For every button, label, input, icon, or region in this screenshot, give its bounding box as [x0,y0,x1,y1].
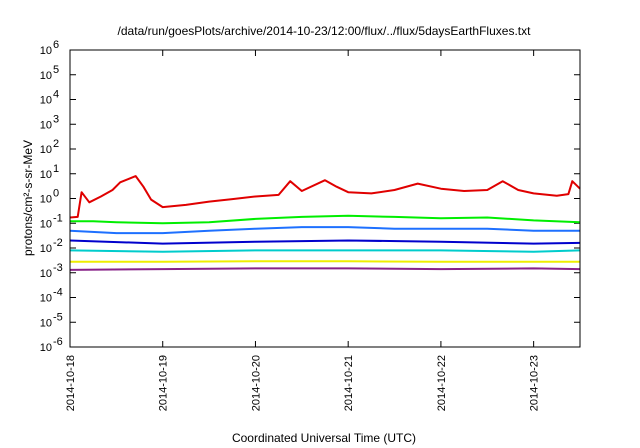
y-tick-base: 10 [40,95,52,107]
x-tick-label: 2014-10-19 [158,355,170,411]
y-tick-exponent: -5 [53,311,63,323]
y-axis-label: protons/cm²-s-sr-MeV [21,140,35,256]
y-tick-exponent: -4 [53,287,63,299]
y-tick-exponent: 0 [53,188,59,200]
chart-title: /data/run/goesPlots/archive/2014-10-23/1… [118,24,532,38]
series-line-0 [69,175,581,219]
x-axis-label: Coordinated Universal Time (UTC) [232,431,416,445]
y-tick-base: 10 [40,218,52,230]
y-tick-exponent: -6 [53,336,63,348]
x-axis-ticks: 2014-10-18 2014-10-19 2014-10-20 2014-10-21… [65,50,541,411]
x-tick-label: 2014-10-18 [65,355,77,411]
y-tick-label: 10 [40,293,52,305]
y-tick-label: 10 [40,342,52,354]
y-tick-label: 10 [40,268,52,280]
series-line-2 [69,226,580,235]
y-tick-base: 10 [40,317,52,329]
x-tick-label: 2014-10-22 [436,355,448,411]
y-tick-exponent: 2 [53,138,59,150]
y-tick-label: 10 [40,317,52,329]
y-tick-base: 10 [40,342,52,354]
x-tick-label: 2014-10-23 [529,355,541,411]
y-tick-label: 10 [40,144,52,156]
y-tick-label: 10 [40,243,52,255]
y-tick-exponent: 5 [53,64,59,76]
series-layer [69,175,581,271]
y-tick-base: 10 [40,144,52,156]
y-tick-base: 10 [40,45,52,57]
y-tick-base: 10 [40,293,52,305]
y-tick-base: 10 [40,169,52,181]
series-line-3 [69,239,581,245]
series-line-1 [70,214,581,225]
y-tick-exponent: -2 [53,237,63,249]
y-tick-exponent: 6 [53,39,59,51]
series-line-6 [69,267,581,271]
series-line-4 [69,249,581,253]
y-tick-base: 10 [40,268,52,280]
y-tick-label: 10 [40,95,52,107]
y-tick-exponent: -3 [53,262,63,274]
y-tick-exponent: 4 [53,89,59,101]
y-tick-label: 10 [40,119,52,131]
x-tick-label: 2014-10-20 [250,355,262,411]
y-tick-label: 10 [40,70,52,82]
y-tick-label: 10 [40,45,52,57]
y-tick-exponent: 1 [53,163,59,175]
y-tick-base: 10 [40,119,52,131]
x-tick-label: 2014-10-21 [343,355,355,411]
y-tick-label: 10 [40,218,52,230]
y-tick-base: 10 [40,243,52,255]
plot-frame [69,49,581,348]
y-tick-base: 10 [40,70,52,82]
y-tick-exponent: -1 [53,212,63,224]
y-tick-label: 10 [40,194,52,206]
y-tick-base: 10 [40,194,52,206]
y-tick-label: 10 [40,169,52,181]
y-tick-exponent: 3 [53,113,59,125]
